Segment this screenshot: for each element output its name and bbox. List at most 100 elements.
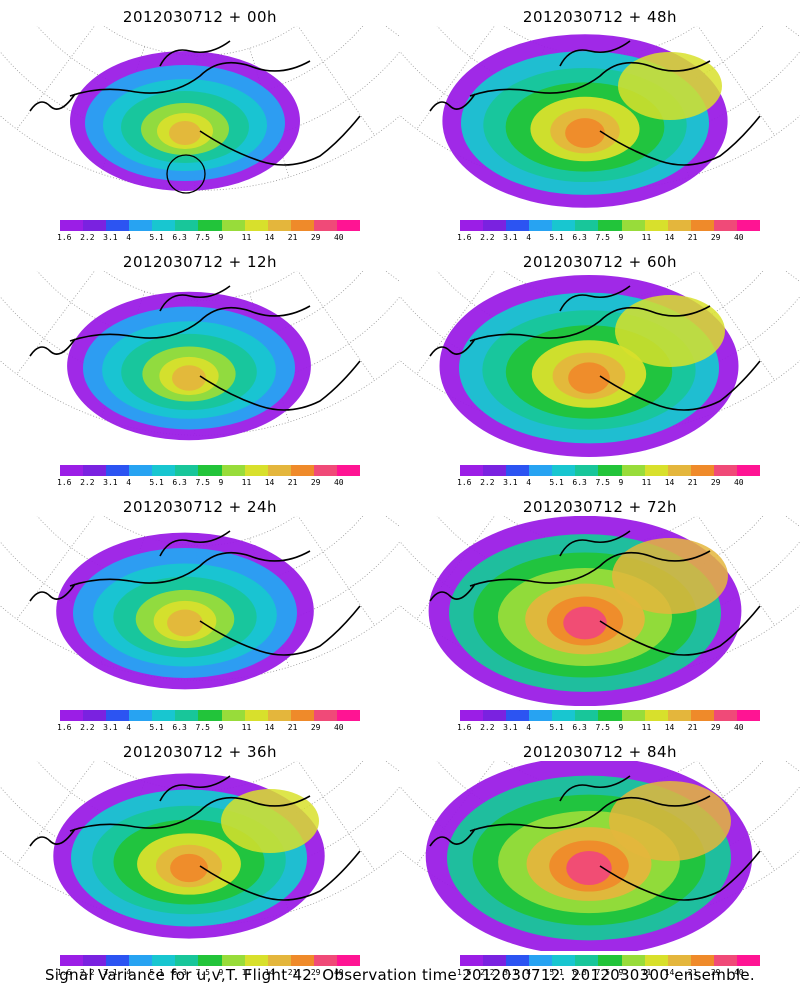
colorbar-tick-label: 3.1 [503,233,518,242]
colorbar-tick-label: 40 [333,723,344,732]
colorbar-ticks: 1.6 2.2 3.1 4 5.1 6.3 7.5 9 11 14 21 29 40 [457,968,760,978]
colorbar-tick-label: 40 [333,968,344,977]
variance-field [53,773,325,939]
colorbar [460,220,761,231]
colorbar-tick-label: 4 [526,723,532,732]
colorbar-tick-label: 1.6 [57,478,72,487]
colorbar-tick-label: 4 [526,233,532,242]
colorbar-ticks: 1.6 2.2 3.1 4 5.1 6.3 7.5 9 11 14 21 29 40 [57,233,360,243]
map-panel: 2012030712 + 36h 1.6 2.2 3.1 4 5.1 6.3 7.5 9 11 14… [0,735,400,980]
colorbar-ticks: 1.6 2.2 3.1 4 5.1 6.3 7.5 9 11 14 21 29 40 [457,723,760,733]
colorbar-tick-label: 7.5 [595,233,610,242]
colorbar-tick-label: 9 [218,478,224,487]
variance-map [400,26,800,208]
panel-title: 2012030712 + 72h [522,498,678,516]
colorbar-tick-label: 2.2 [480,723,495,732]
colorbar-tick-label: 29 [710,968,721,977]
colorbar-tick-label: 1.6 [457,723,472,732]
colorbar-tick-label: 21 [287,233,298,242]
colorbar-tick-label: 7.5 [595,968,610,977]
colorbar-tick-label: 9 [218,233,224,242]
colorbar-tick-label: 14 [264,968,275,977]
coastline [429,40,761,166]
colorbar-tick-label: 9 [618,478,624,487]
colorbar-ticks: 1.6 2.2 3.1 4 5.1 6.3 7.5 9 11 14 21 29 40 [457,478,760,488]
colorbar-tick-label: 40 [733,233,744,242]
colorbar-tick-label: 29 [310,233,321,242]
colorbar-tick-label: 3.1 [503,478,518,487]
colorbar-tick-label: 7.5 [195,233,210,242]
variance-field [56,532,314,690]
colorbar-tick-label: 7.5 [595,478,610,487]
colorbar-tick-label: 6.3 [572,233,587,242]
colorbar-tick-label: 11 [641,723,652,732]
colorbar-tick-label: 6.3 [172,723,187,732]
coastline [29,285,361,411]
colorbar-tick-label: 21 [687,478,698,487]
colorbar-tick-label: 11 [241,723,252,732]
colorbar-tick-label: 1.6 [457,478,472,487]
map-panel: 2012030712 + 84h 1.6 2.2 3.1 4 5.1 6.3 7.5 9 11 14… [400,735,800,980]
colorbar-tick-label: 3.1 [103,233,118,242]
variance-map [0,761,400,939]
figure-caption: Signal Variance for u,v,T. Flight 42. Ob… [44,966,756,984]
map-panel: 2012030712 + 12h 1.6 2.2 3.1 4 5.1 6.3 7.5 9 11 14… [0,245,400,490]
variance-field [425,761,753,951]
coastline [429,285,761,411]
colorbar-tick-label: 5.1 [549,968,564,977]
colorbar-tick-label: 2.2 [80,968,95,977]
colorbar-tick-label: 6.3 [172,968,187,977]
colorbar-tick-label: 5.1 [149,968,164,977]
colorbar [60,220,361,231]
colorbar-tick-label: 11 [641,968,652,977]
colorbar-tick-label: 14 [664,233,675,242]
colorbar-tick-label: 1.6 [457,968,472,977]
colorbar-tick-label: 6.3 [572,478,587,487]
panel-title: 2012030712 + 84h [522,743,678,761]
panel-title: 2012030712 + 36h [122,743,278,761]
colorbar-tick-label: 11 [241,478,252,487]
colorbar-tick-label: 14 [264,233,275,242]
variance-map [400,271,800,457]
colorbar-tick-label: 21 [287,723,298,732]
colorbar-tick-label: 21 [687,723,698,732]
colorbar-tick-label: 3.1 [503,723,518,732]
colorbar-tick-label: 11 [241,233,252,242]
coastline [429,530,761,656]
colorbar-tick-label: 5.1 [149,723,164,732]
colorbar-tick-label: 11 [641,478,652,487]
variance-field [67,291,311,441]
panel-title: 2012030712 + 24h [122,498,278,516]
colorbar-tick-label: 1.6 [57,968,72,977]
colorbar-tick-label: 5.1 [149,233,164,242]
colorbar-tick-label: 7.5 [195,723,210,732]
colorbar-tick-label: 1.6 [457,233,472,242]
colorbar-tick-label: 9 [618,723,624,732]
variance-field [439,275,739,457]
colorbar-tick-label: 4 [126,968,132,977]
colorbar-ticks: 1.6 2.2 3.1 4 5.1 6.3 7.5 9 11 14 21 29 40 [457,233,760,243]
colorbar-tick-label: 40 [733,478,744,487]
colorbar [60,955,361,966]
colorbar-tick-label: 6.3 [572,723,587,732]
colorbar-tick-label: 21 [287,478,298,487]
colorbar-tick-label: 2.2 [480,968,495,977]
colorbar-tick-label: 9 [218,968,224,977]
colorbar-tick-label: 21 [287,968,298,977]
colorbar-ticks: 1.6 2.2 3.1 4 5.1 6.3 7.5 9 11 14 21 29 40 [57,478,360,488]
colorbar-tick-label: 7.5 [195,968,210,977]
colorbar-tick-label: 40 [333,233,344,242]
colorbar [460,710,761,721]
variance-field [428,516,742,706]
coastline [29,530,361,656]
colorbar-tick-label: 11 [641,233,652,242]
coastline [29,40,361,166]
colorbar-tick-label: 1.6 [57,233,72,242]
colorbar-tick-label: 14 [264,478,275,487]
colorbar [60,710,361,721]
variance-field [70,51,300,191]
variance-field [442,34,728,208]
colorbar-tick-label: 9 [618,968,624,977]
colorbar-tick-label: 5.1 [149,478,164,487]
map-panel: 2012030712 + 60h 1.6 2.2 3.1 4 5.1 6.3 7.5 9 11 14… [400,245,800,490]
